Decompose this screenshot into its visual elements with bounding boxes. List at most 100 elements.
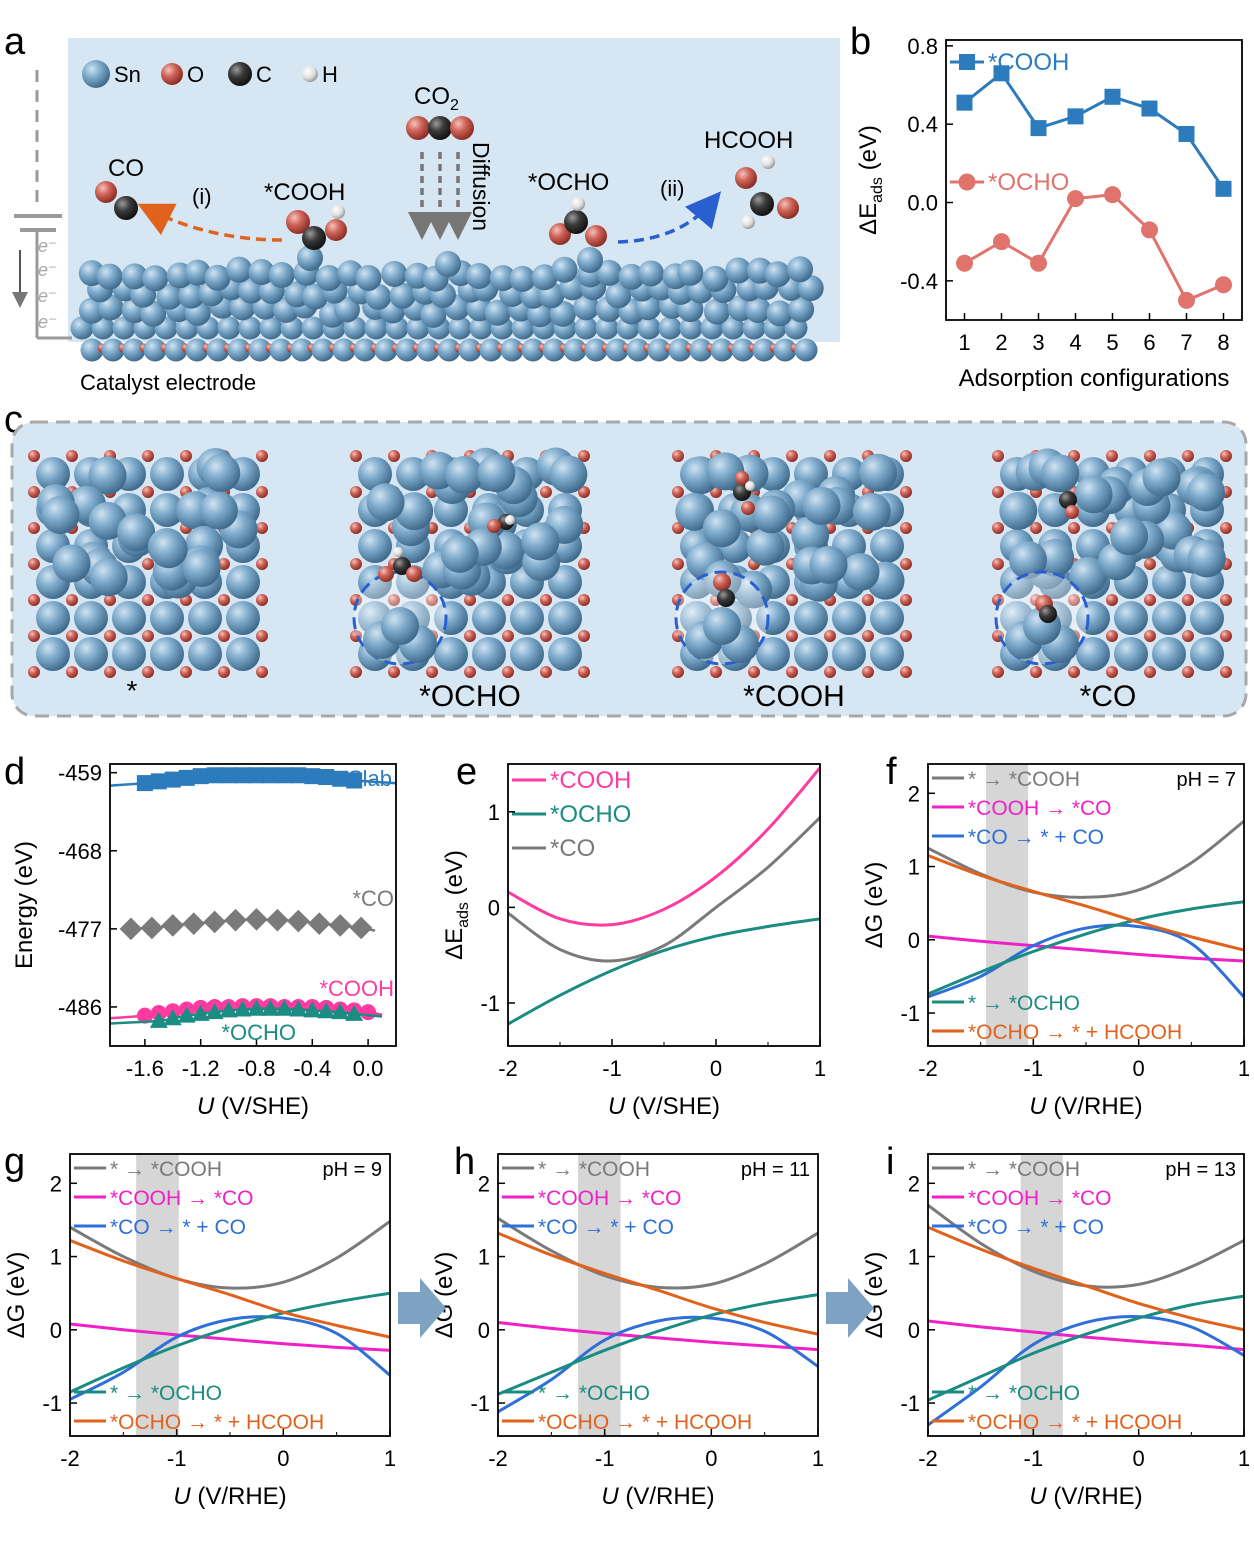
sn-atom (117, 513, 156, 552)
o-atom (672, 594, 684, 606)
sn-atom (149, 530, 188, 569)
series-curve (928, 1319, 1244, 1352)
sn-atom (52, 544, 91, 583)
electron-circuit: e⁻ e⁻ e⁻ e⁻ (12, 70, 72, 340)
o-atom (900, 522, 912, 534)
ocho-marker (1178, 291, 1195, 309)
shaded-window (985, 764, 1029, 1046)
sn-atom (311, 338, 335, 362)
legend-label: H (322, 62, 338, 87)
plot-area (956, 65, 1232, 309)
o-atom (777, 197, 799, 219)
sn-atom (551, 256, 578, 283)
sn-atom (484, 299, 511, 326)
series-curve (928, 1225, 1244, 1332)
o-atom (350, 594, 362, 606)
o-atom (1106, 594, 1118, 606)
sn-atom (1114, 601, 1148, 635)
x-tick-label: -1.2 (182, 1056, 220, 1081)
ocho-marker (289, 1000, 308, 1017)
c-atom (1059, 491, 1077, 509)
sn-atom (756, 637, 790, 671)
sn-atom (150, 637, 184, 671)
o-atom (256, 522, 268, 534)
sn-atom (794, 637, 828, 671)
x-tick-label: 1 (958, 330, 970, 355)
legend-label: *COOH → *CO (968, 1187, 1112, 1210)
legend-label: O (187, 62, 204, 87)
ocho-marker (1141, 221, 1158, 239)
sn-atom (74, 637, 108, 671)
sn-atom (658, 316, 682, 340)
sn-atom (1187, 473, 1226, 512)
x-tick-label: 0 (705, 1446, 717, 1471)
plot-frame (109, 763, 397, 1047)
legend-label: *COOH → *CO (110, 1187, 254, 1210)
o-atom (28, 594, 40, 606)
x-axis-label-unit: (V/SHE) (214, 1093, 309, 1120)
cooh-marker (360, 1004, 377, 1021)
y-axis-label: ΔEads (eV) (441, 850, 472, 960)
y-tick-label: -1 (42, 1391, 62, 1416)
sn-atom (435, 251, 461, 277)
series-curve (70, 1291, 390, 1394)
chart-panel-d: d -1.6 -1.2 -0.8 -0.4 0.0 -459 -468 -477 -486 U (V… (4, 751, 397, 1120)
co-marker (119, 917, 143, 941)
x-tick-label: 1 (814, 1056, 826, 1081)
series-label: *COOH (319, 976, 394, 1001)
sn-atom (74, 601, 108, 635)
sn-atom (584, 338, 608, 362)
sn-atom (1187, 539, 1226, 578)
x-tick-label: -2 (918, 1056, 938, 1081)
o-atom (28, 522, 40, 534)
o-atom (862, 666, 874, 678)
o-atom (426, 594, 438, 606)
sn-atom (1152, 601, 1186, 635)
slab-marker (346, 772, 363, 789)
o-atom (256, 594, 268, 606)
sn-atom (548, 601, 582, 635)
sn-atom (721, 316, 745, 340)
o-atom (900, 558, 912, 570)
ocho-marker (1030, 254, 1047, 272)
sn-atom (756, 601, 790, 635)
slab-marker (220, 767, 237, 784)
ocho-marker (233, 1000, 252, 1017)
y-tick-label: 2 (908, 1171, 920, 1196)
series-label: Slab (348, 766, 392, 791)
x-tick-label: 7 (1180, 330, 1192, 355)
path-i-arrow (137, 203, 283, 242)
flow-arrow (398, 1278, 446, 1338)
y-axis-label: ΔEads (eV) (855, 125, 886, 235)
c-legend-atom (228, 62, 252, 86)
ocho-marker (317, 1002, 336, 1019)
sn-atom (787, 256, 814, 283)
sn-atom (802, 486, 841, 525)
o-atom (748, 666, 760, 678)
o-atom (66, 666, 78, 678)
y-tick-label: -459 (58, 761, 102, 786)
slab-marker (332, 770, 349, 787)
sn-atom (185, 338, 209, 362)
o-atom (28, 486, 40, 498)
sn-atom (143, 338, 167, 362)
legend-label: *OCHO (550, 801, 631, 828)
plot-area (70, 1220, 390, 1401)
sn-atom (752, 495, 791, 534)
structure-label: * (127, 675, 138, 706)
sn-atom (521, 338, 545, 362)
ocho-marker (275, 999, 294, 1016)
co-marker (307, 912, 331, 935)
plot-area (928, 819, 1244, 999)
o-atom (900, 630, 912, 642)
sn-atom (374, 338, 398, 362)
o-atom (502, 594, 514, 606)
o-atom (350, 522, 362, 534)
shaded-window (578, 1154, 621, 1436)
sn-atom (199, 491, 238, 530)
co2-label: CO2 (414, 83, 459, 114)
sn-atom (389, 282, 416, 309)
cooh-marker (1030, 120, 1047, 137)
y-tick-label: 0 (50, 1318, 62, 1343)
o-atom (350, 486, 362, 498)
